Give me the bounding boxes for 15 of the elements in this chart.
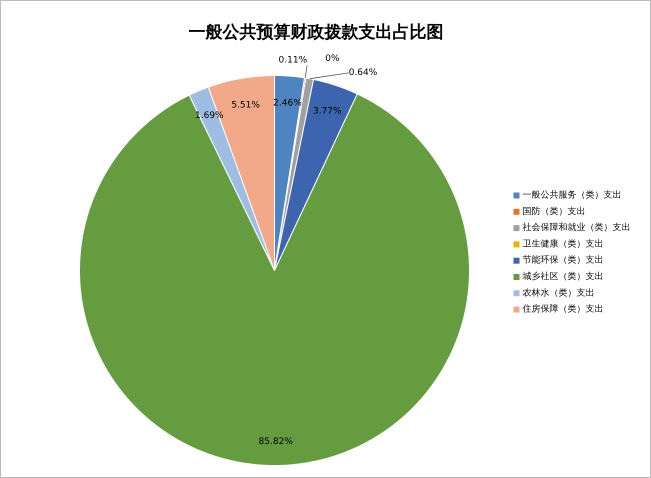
data-label: 3.77% xyxy=(312,106,342,116)
data-label: 0.11% xyxy=(278,55,308,66)
legend-label: 国防（类）支出 xyxy=(522,206,586,217)
legend-label: 农林水（类）支出 xyxy=(522,287,594,298)
data-label: 5.51% xyxy=(231,100,260,110)
chart-title: 一般公共预算财政拨款支出占比图 xyxy=(188,22,444,42)
text: 0% xyxy=(325,54,340,64)
legend-label: 卫生健康（类）支出 xyxy=(522,238,604,250)
legend-label: 节能环保（类）支出 xyxy=(522,254,604,266)
legend-label: 城乡社区（类）支出 xyxy=(522,271,604,282)
legend-label: 一般公共服务（类）支出 xyxy=(522,190,622,200)
data-label: 0.64% xyxy=(348,68,378,78)
legend-label: 住房保障（类）支出 xyxy=(522,304,604,315)
legend-label: 社会保障和就业（类）支出 xyxy=(522,222,630,234)
data-label: 85.82% xyxy=(258,437,294,448)
